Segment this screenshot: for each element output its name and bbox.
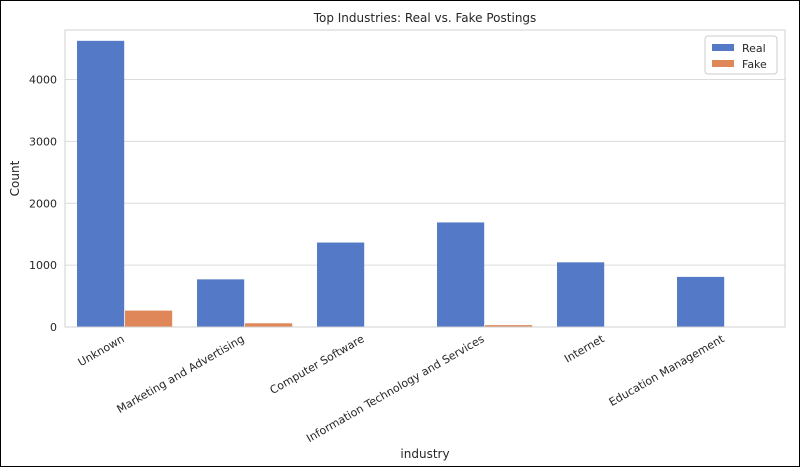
y-tick-label: 0 bbox=[50, 321, 57, 334]
bars bbox=[77, 41, 772, 327]
bar-real bbox=[317, 243, 364, 327]
x-tick-label: Internet bbox=[562, 332, 607, 365]
legend-swatch-fake bbox=[712, 60, 734, 67]
bar-fake bbox=[125, 311, 172, 327]
bar-real bbox=[677, 277, 724, 327]
x-tick-label: Unknown bbox=[76, 332, 127, 369]
y-tick-label: 2000 bbox=[29, 197, 57, 210]
x-tick-label: Education Management bbox=[607, 332, 727, 409]
y-tick-labels: 0 1000 2000 3000 4000 bbox=[29, 74, 57, 335]
chart-title: Top Industries: Real vs. Fake Postings bbox=[313, 11, 537, 25]
y-axis-label: Count bbox=[8, 160, 22, 196]
x-axis-label: industry bbox=[400, 447, 449, 461]
x-tick-label: Computer Software bbox=[268, 332, 367, 397]
bar-fake bbox=[245, 323, 292, 327]
y-tick-label: 1000 bbox=[29, 259, 57, 272]
bar-real bbox=[197, 279, 244, 327]
bar-real bbox=[437, 222, 484, 327]
legend-swatch-real bbox=[712, 44, 734, 51]
legend: Real Fake bbox=[705, 36, 777, 74]
legend-label-fake: Fake bbox=[742, 58, 767, 71]
bar-real bbox=[557, 262, 604, 327]
legend-label-real: Real bbox=[742, 42, 766, 55]
x-tick-label: Marketing and Advertising bbox=[115, 332, 247, 416]
y-tick-label: 4000 bbox=[29, 74, 57, 87]
bar-real bbox=[77, 41, 124, 327]
y-tick-label: 3000 bbox=[29, 135, 57, 148]
